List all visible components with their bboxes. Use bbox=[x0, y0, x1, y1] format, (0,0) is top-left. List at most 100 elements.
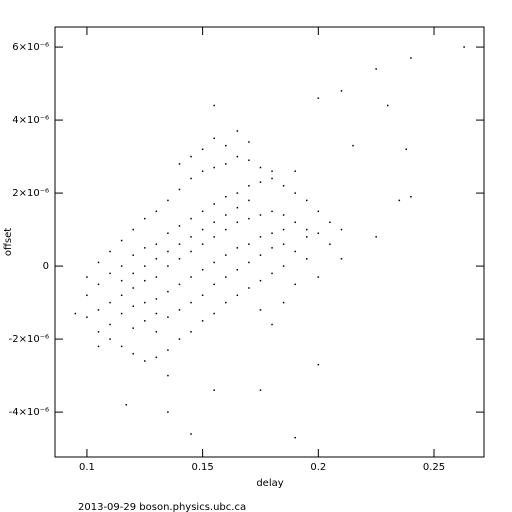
point bbox=[282, 228, 285, 231]
y-tick-label: -2×10⁻⁶ bbox=[9, 334, 49, 345]
point bbox=[167, 199, 169, 202]
point bbox=[213, 312, 215, 315]
point bbox=[190, 217, 192, 220]
point bbox=[225, 144, 227, 147]
point bbox=[190, 250, 192, 253]
point bbox=[236, 155, 239, 158]
plot-frame bbox=[54, 26, 485, 458]
point bbox=[167, 265, 169, 267]
x-tick-label: 0.15 bbox=[191, 462, 213, 473]
point bbox=[282, 301, 285, 304]
point bbox=[190, 177, 192, 180]
point bbox=[178, 338, 181, 340]
point bbox=[340, 90, 343, 92]
point bbox=[248, 217, 250, 220]
point bbox=[97, 331, 100, 333]
point bbox=[236, 192, 239, 194]
point bbox=[167, 290, 169, 293]
point bbox=[213, 283, 215, 286]
point bbox=[259, 254, 262, 256]
point bbox=[329, 243, 331, 245]
point bbox=[178, 188, 181, 191]
point bbox=[120, 312, 123, 315]
point bbox=[398, 199, 401, 202]
point bbox=[225, 301, 227, 304]
point bbox=[167, 232, 169, 234]
x-axis-label: delay bbox=[256, 478, 283, 489]
point bbox=[317, 210, 320, 213]
point bbox=[282, 185, 285, 187]
point bbox=[155, 258, 158, 260]
point bbox=[120, 345, 123, 348]
point bbox=[120, 294, 123, 297]
x-tick-label: 0.25 bbox=[423, 462, 445, 473]
point bbox=[248, 141, 250, 143]
point bbox=[201, 243, 204, 245]
point bbox=[317, 232, 320, 234]
point bbox=[225, 228, 227, 231]
point bbox=[259, 214, 262, 216]
point bbox=[86, 276, 88, 278]
point bbox=[132, 228, 134, 231]
point bbox=[306, 228, 308, 231]
x-tick-label: 0.1 bbox=[79, 462, 95, 473]
point bbox=[236, 130, 239, 132]
point bbox=[144, 279, 146, 282]
point bbox=[294, 250, 296, 253]
footer: 2013-09-29 boson.physics.ubc.ca bbox=[78, 502, 246, 512]
point bbox=[178, 163, 181, 165]
point bbox=[213, 166, 215, 169]
point bbox=[167, 349, 169, 351]
point bbox=[97, 309, 100, 311]
point bbox=[178, 258, 181, 260]
point bbox=[144, 301, 146, 304]
point bbox=[109, 323, 111, 326]
point bbox=[97, 345, 100, 348]
point bbox=[225, 195, 227, 198]
point bbox=[74, 312, 77, 315]
point bbox=[120, 265, 123, 267]
point bbox=[97, 261, 100, 264]
point bbox=[306, 258, 308, 260]
point bbox=[386, 104, 389, 107]
point bbox=[201, 268, 204, 271]
point bbox=[410, 195, 412, 198]
point bbox=[225, 163, 227, 165]
point bbox=[201, 148, 204, 151]
y-axis-label: offset bbox=[3, 228, 14, 256]
point bbox=[271, 210, 273, 213]
point bbox=[125, 404, 128, 406]
point bbox=[225, 254, 227, 256]
point bbox=[109, 272, 111, 275]
point bbox=[317, 276, 320, 278]
point bbox=[190, 236, 192, 238]
point bbox=[213, 104, 215, 107]
point bbox=[201, 320, 204, 322]
point bbox=[259, 309, 262, 311]
point bbox=[178, 243, 181, 245]
point bbox=[132, 254, 134, 256]
point bbox=[144, 217, 146, 220]
point bbox=[306, 236, 308, 238]
y-tick-label: 4×10⁻⁶ bbox=[12, 115, 49, 126]
point bbox=[155, 356, 158, 359]
point bbox=[213, 261, 215, 264]
point bbox=[282, 243, 285, 245]
point bbox=[132, 272, 134, 275]
point bbox=[144, 360, 146, 362]
point bbox=[155, 210, 158, 213]
point bbox=[225, 276, 227, 278]
point bbox=[259, 166, 262, 169]
point bbox=[375, 236, 377, 238]
y-tick-label: -4×10⁻⁶ bbox=[9, 407, 49, 418]
point bbox=[132, 305, 134, 307]
point bbox=[317, 97, 320, 99]
y-tick-label: 2×10⁻⁶ bbox=[12, 188, 49, 199]
point bbox=[190, 331, 192, 333]
point bbox=[86, 294, 88, 297]
point bbox=[144, 265, 146, 267]
point bbox=[155, 276, 158, 278]
point bbox=[201, 170, 204, 172]
point bbox=[259, 181, 262, 183]
